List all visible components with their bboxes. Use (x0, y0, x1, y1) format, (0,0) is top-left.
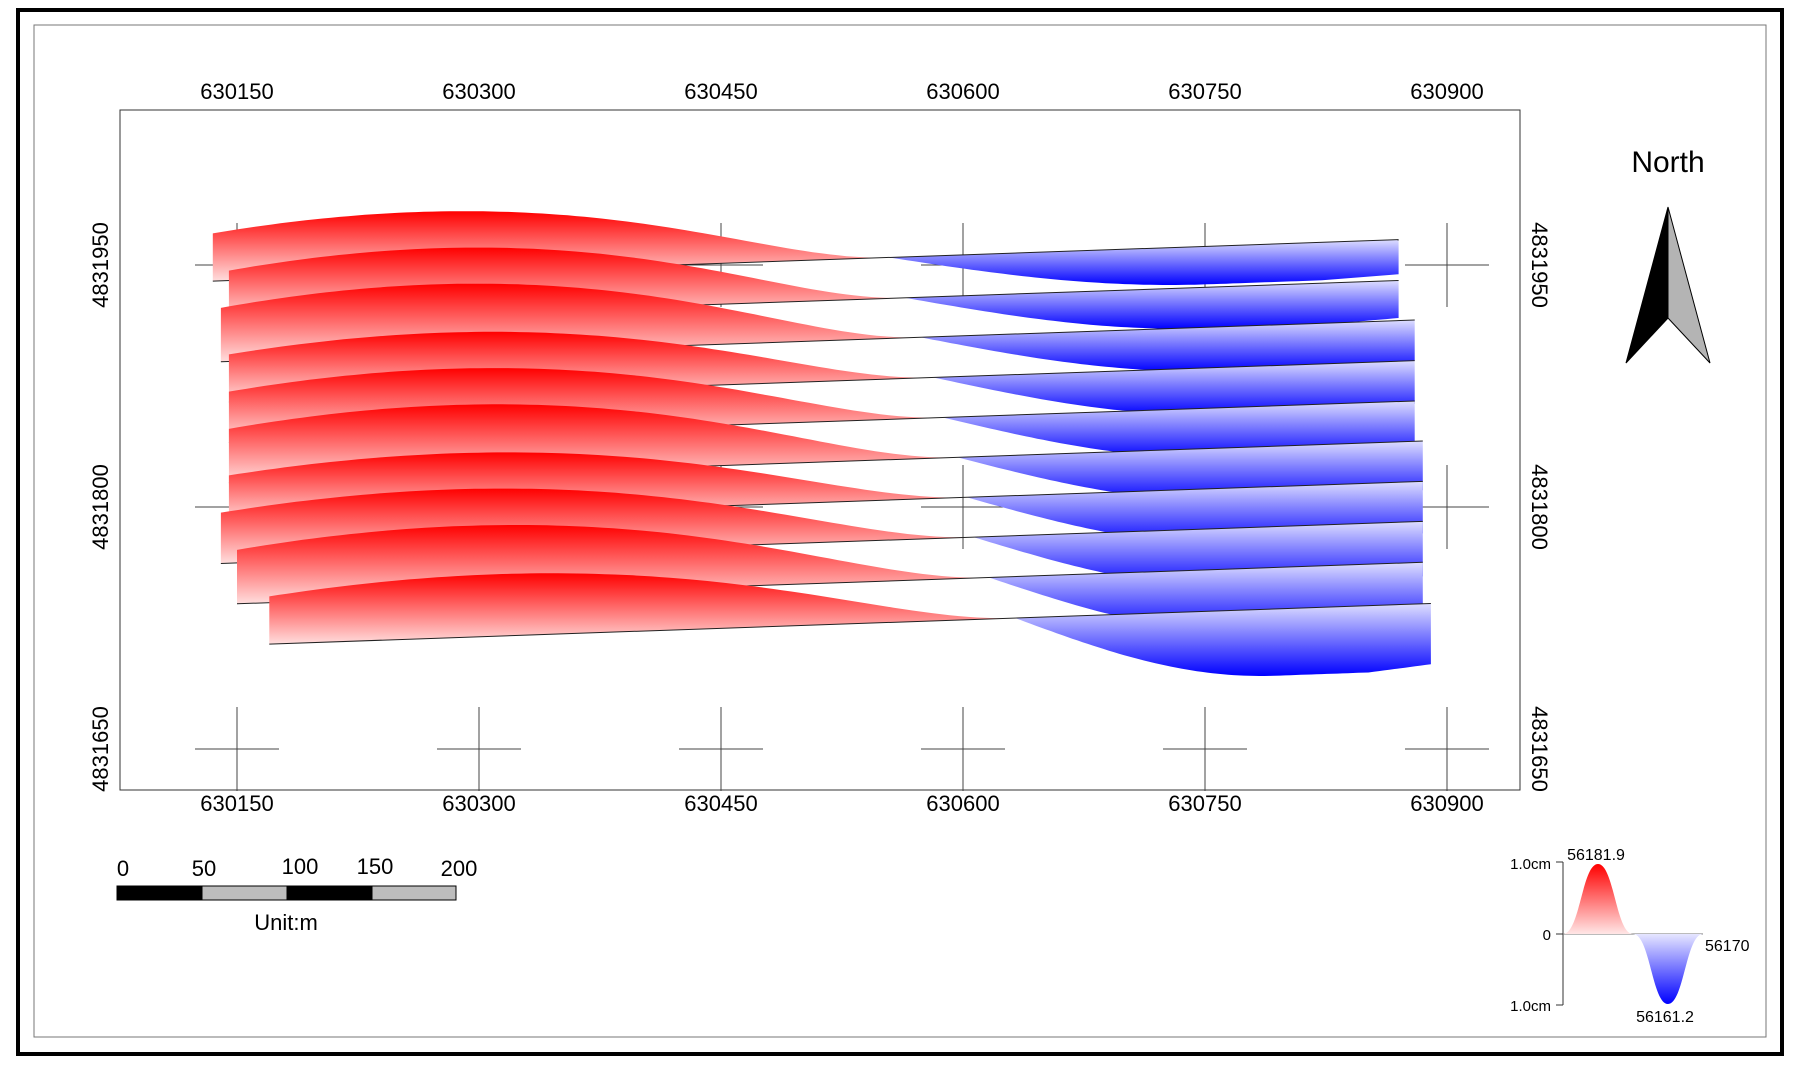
legend-max-value: 56181.9 (1567, 847, 1625, 864)
profile-negative-anomaly (1015, 603, 1431, 676)
north-label: North (1631, 146, 1704, 179)
x-tick-label: 630300 (442, 791, 515, 816)
legend-lower-label: 1.0cm (1510, 998, 1551, 1015)
x-tick-label: 630750 (1168, 791, 1241, 816)
profile-negative-anomaly (920, 320, 1415, 372)
y-tick-label: 4831800 (88, 464, 113, 550)
profile-positive-anomaly (269, 573, 1015, 645)
x-tick-label: 630150 (200, 79, 273, 104)
amplitude-legend: 1.0cm 0 1.0cm 56181.9 56170 56161.2 (1510, 847, 1749, 1026)
profile-negative-anomaly (942, 401, 1415, 459)
map-frame (119, 109, 1521, 791)
profile-negative-anomaly (888, 239, 1399, 285)
x-tick-label: 630600 (926, 79, 999, 104)
scale-label: 50 (192, 856, 216, 881)
legend-min-value: 56161.2 (1636, 1009, 1694, 1026)
y-tick-label: 4831800 (1527, 464, 1552, 550)
x-tick-label: 630450 (684, 79, 757, 104)
x-tick-label: 630900 (1410, 79, 1483, 104)
x-axis-top: 630150 630300 630450 630600 630750 63090… (200, 79, 1483, 104)
y-axis-right: 4831950 4831800 4831650 (1527, 222, 1552, 792)
outer-border (16, 8, 1784, 1056)
x-tick-label: 630900 (1410, 791, 1483, 816)
north-arrow: North (1625, 146, 1711, 364)
y-tick-label: 4831650 (88, 706, 113, 792)
x-tick-label: 630300 (442, 79, 515, 104)
x-axis-bottom: 630150 630300 630450 630600 630750 63090… (200, 791, 1483, 816)
anomaly-profiles (212, 211, 1431, 676)
x-tick-label: 630450 (684, 791, 757, 816)
inner-border (33, 24, 1767, 1038)
scale-segment (201, 885, 288, 901)
scale-label: 0 (117, 856, 129, 881)
profile-line (269, 602, 1431, 645)
legend-zero-label: 0 (1543, 927, 1551, 944)
x-tick-label: 630600 (926, 791, 999, 816)
legend-negative-lobe (1633, 934, 1703, 1004)
x-tick-label: 630750 (1168, 79, 1241, 104)
scale-segment (116, 885, 203, 901)
legend-baseline-value: 56170 (1705, 938, 1750, 955)
north-arrow-right-icon (1667, 206, 1711, 364)
scale-label: 100 (282, 854, 319, 879)
scale-segment (286, 885, 373, 901)
scale-bar: 0 50 100 150 200 Unit:m (116, 854, 478, 935)
y-axis-left: 4831950 4831800 4831650 (88, 222, 113, 792)
profile-negative-anomaly (905, 280, 1399, 329)
legend-upper-label: 1.0cm (1510, 856, 1551, 873)
y-tick-label: 4831650 (1527, 706, 1552, 792)
y-tick-label: 4831950 (1527, 222, 1552, 308)
x-tick-label: 630150 (200, 791, 273, 816)
scale-segment (371, 885, 457, 901)
scale-label: 200 (441, 856, 478, 881)
north-arrow-left-icon (1625, 206, 1669, 364)
legend-positive-lobe (1563, 864, 1633, 934)
y-tick-label: 4831950 (88, 222, 113, 308)
scale-unit: Unit:m (254, 910, 318, 935)
scale-label: 150 (357, 854, 394, 879)
profile-negative-anomaly (933, 360, 1415, 415)
